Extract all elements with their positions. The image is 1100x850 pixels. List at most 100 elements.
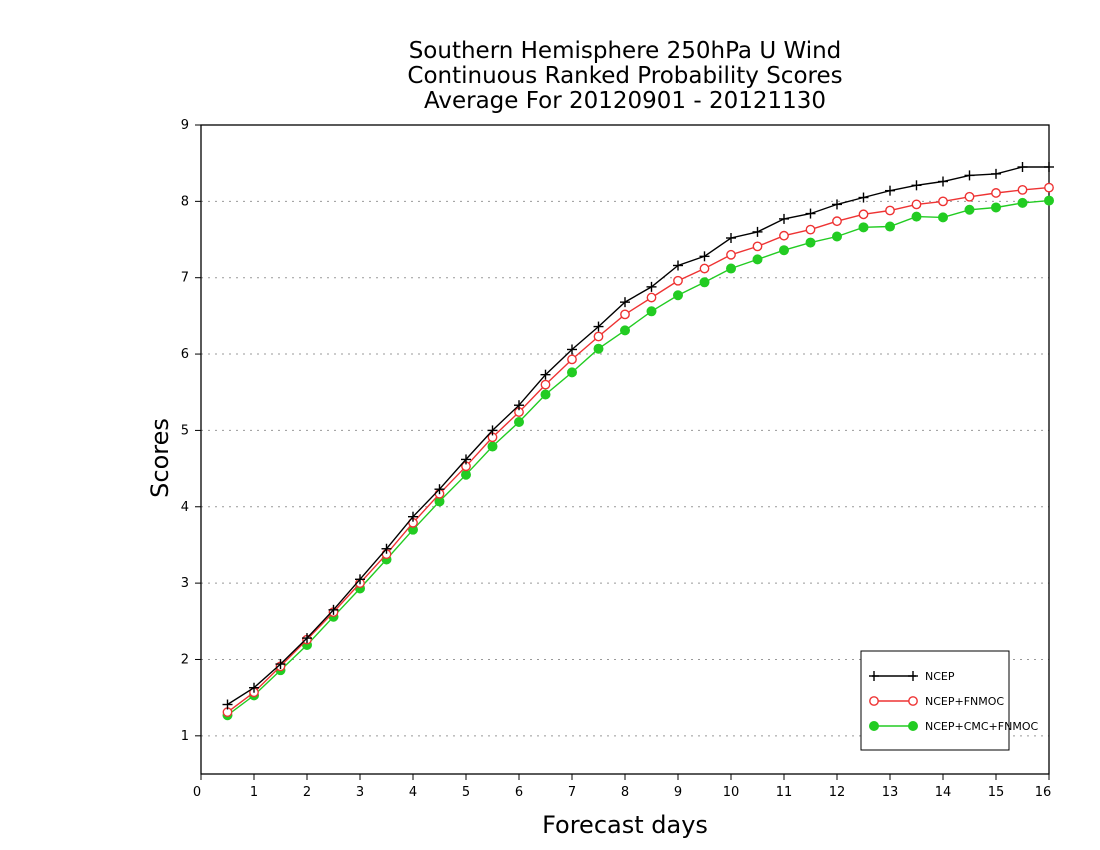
legend: NCEP NCEP+FNMOC NCEP+CMC+FNMOC: [860, 650, 1038, 751]
x-tick-label: 9: [674, 785, 682, 800]
data-point: [805, 237, 816, 248]
data-point: [991, 202, 1001, 213]
data-point: [1017, 161, 1028, 172]
data-point: [328, 604, 339, 615]
series-line: [227, 199, 1050, 716]
y-tick-label: 4: [181, 500, 189, 515]
data-point: [487, 441, 498, 452]
x-axis-ticks: 0 1 2 3 4 5 6 7 8 9 10 11 12 13 14 15 16: [193, 774, 1051, 800]
data-point: [1044, 195, 1054, 206]
y-tick-label: 5: [181, 423, 189, 438]
data-point: [408, 511, 418, 522]
data-point: [355, 574, 365, 585]
legend-item: NCEP: [869, 670, 955, 683]
data-point: [461, 454, 471, 465]
data-point: [461, 469, 471, 480]
legend-marker: [869, 721, 879, 731]
legend-marker: [908, 671, 918, 681]
data-point: [1044, 182, 1054, 193]
data-point: [779, 213, 789, 224]
series-line: [227, 166, 1049, 706]
data-point: [620, 325, 630, 336]
x-tick-label: 14: [935, 785, 952, 800]
y-tick-label: 9: [181, 118, 189, 133]
data-point: [673, 260, 683, 271]
x-axis-label: Forecast days: [542, 811, 708, 839]
data-point: [514, 400, 524, 411]
x-tick-label: 5: [462, 785, 470, 800]
data-point: [593, 343, 604, 354]
data-point: [832, 231, 842, 242]
data-point: [593, 331, 604, 342]
legend-marker: [908, 721, 918, 731]
chart-title: Southern Hemisphere 250hPa U WindContinu…: [407, 38, 842, 114]
data-point: [991, 188, 1001, 198]
data-point: [779, 230, 789, 241]
data-point: [752, 226, 763, 237]
legend-marker: [908, 696, 918, 706]
legend-label: NCEP+FNMOC: [925, 695, 1004, 708]
legend-marker: [869, 671, 879, 681]
x-tick-label: 7: [568, 785, 576, 800]
data-point: [885, 185, 895, 196]
data-point: [805, 208, 816, 219]
data-point: [752, 241, 763, 252]
x-tick-label: 8: [621, 785, 629, 800]
data-point: [699, 263, 710, 274]
data-point: [673, 275, 683, 286]
data-point: [832, 216, 842, 227]
x-tick-label: 13: [882, 785, 899, 800]
data-point: [540, 369, 551, 380]
series-ncep-fnmoc: [222, 182, 1054, 718]
data-point: [885, 221, 895, 232]
x-tick-label: 15: [988, 785, 1005, 800]
data-point: [699, 251, 710, 262]
data-point: [567, 354, 577, 365]
data-point: [646, 292, 657, 303]
data-point: [991, 168, 1001, 179]
data-point: [540, 389, 551, 400]
data-point: [858, 222, 869, 233]
data-point: [938, 196, 948, 207]
x-tick-label: 16: [1035, 785, 1052, 800]
y-axis-label: Scores: [146, 418, 174, 498]
x-tick-label: 0: [193, 785, 201, 800]
data-point: [726, 233, 736, 244]
x-tick-label: 2: [303, 785, 311, 800]
data-point: [858, 209, 869, 220]
data-point: [1017, 197, 1028, 208]
data-point: [832, 199, 842, 210]
data-point: [911, 199, 922, 210]
data-point: [964, 204, 975, 215]
data-point: [249, 682, 259, 693]
data-point: [593, 321, 604, 332]
data-point: [1017, 184, 1028, 195]
data-point: [779, 245, 789, 256]
data-point: [726, 263, 736, 274]
data-point: [964, 191, 975, 202]
series-line: [227, 186, 1050, 713]
data-point: [752, 254, 763, 265]
legend-marker: [869, 696, 879, 706]
data-point: [487, 425, 498, 436]
x-tick-label: 11: [776, 785, 793, 800]
x-tick-label: 6: [515, 785, 523, 800]
chart-title-line: Southern Hemisphere 250hPa U Wind: [409, 38, 842, 64]
data-point: [646, 281, 657, 292]
data-point: [540, 379, 551, 390]
series-group: [222, 161, 1054, 721]
y-axis-ticks: 1 2 3 4 5 6 7 8 9: [181, 118, 201, 744]
data-point: [726, 249, 736, 260]
x-tick-label: 12: [829, 785, 846, 800]
x-tick-label: 4: [409, 785, 417, 800]
x-tick-label: 10: [723, 785, 740, 800]
chart-title-line: Continuous Ranked Probability Scores: [407, 63, 842, 89]
x-tick-label: 3: [356, 785, 364, 800]
series-ncep: [222, 161, 1054, 710]
data-point: [567, 367, 577, 378]
data-point: [938, 212, 948, 223]
data-point: [964, 170, 975, 181]
data-point: [699, 277, 710, 288]
y-tick-label: 8: [181, 194, 189, 209]
y-tick-label: 7: [181, 271, 189, 286]
